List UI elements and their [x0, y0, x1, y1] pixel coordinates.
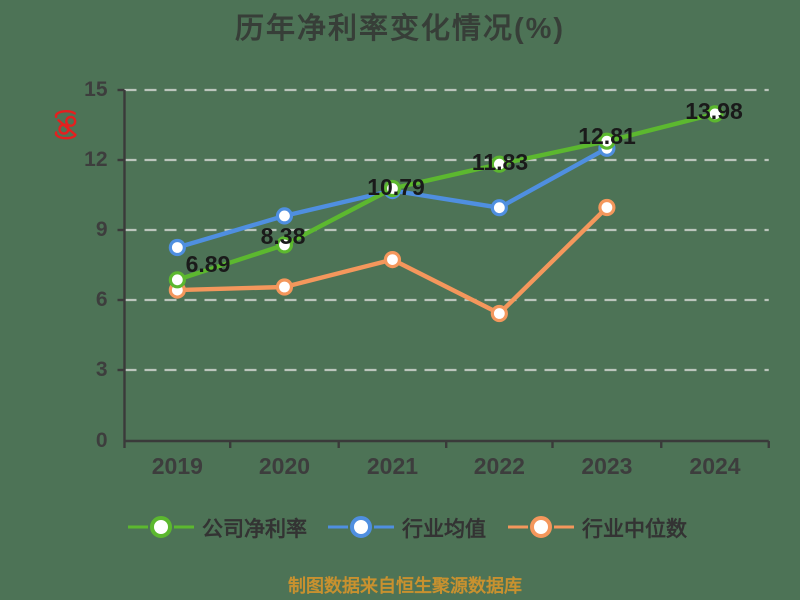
svg-text:制图数据来自恒生聚源数据库: 制图数据来自恒生聚源数据库 [288, 575, 522, 596]
svg-text:10.79: 10.79 [367, 174, 425, 200]
svg-text:2024: 2024 [689, 453, 740, 479]
svg-text:公司净利率: 公司净利率 [202, 517, 307, 541]
svg-text:2021: 2021 [367, 453, 418, 479]
svg-text:2020: 2020 [259, 453, 310, 479]
svg-text:0: 0 [96, 429, 108, 452]
svg-text:2022: 2022 [474, 453, 525, 479]
svg-text:13.98: 13.98 [685, 98, 743, 124]
svg-text:8.38: 8.38 [261, 223, 306, 249]
svg-text:2019: 2019 [152, 453, 203, 479]
svg-text:行业均值: 行业均值 [401, 517, 486, 541]
svg-text:9: 9 [96, 218, 108, 241]
svg-text:12: 12 [84, 148, 107, 171]
svg-text:行业中位数: 行业中位数 [581, 517, 688, 541]
svg-text:15: 15 [84, 78, 108, 101]
svg-text:11.83: 11.83 [472, 149, 528, 175]
svg-text:12.81: 12.81 [578, 123, 636, 149]
svg-text:3: 3 [96, 358, 108, 381]
svg-text:6.89: 6.89 [186, 251, 231, 277]
svg-text:2023: 2023 [581, 453, 632, 479]
svg-text:6: 6 [96, 288, 108, 311]
